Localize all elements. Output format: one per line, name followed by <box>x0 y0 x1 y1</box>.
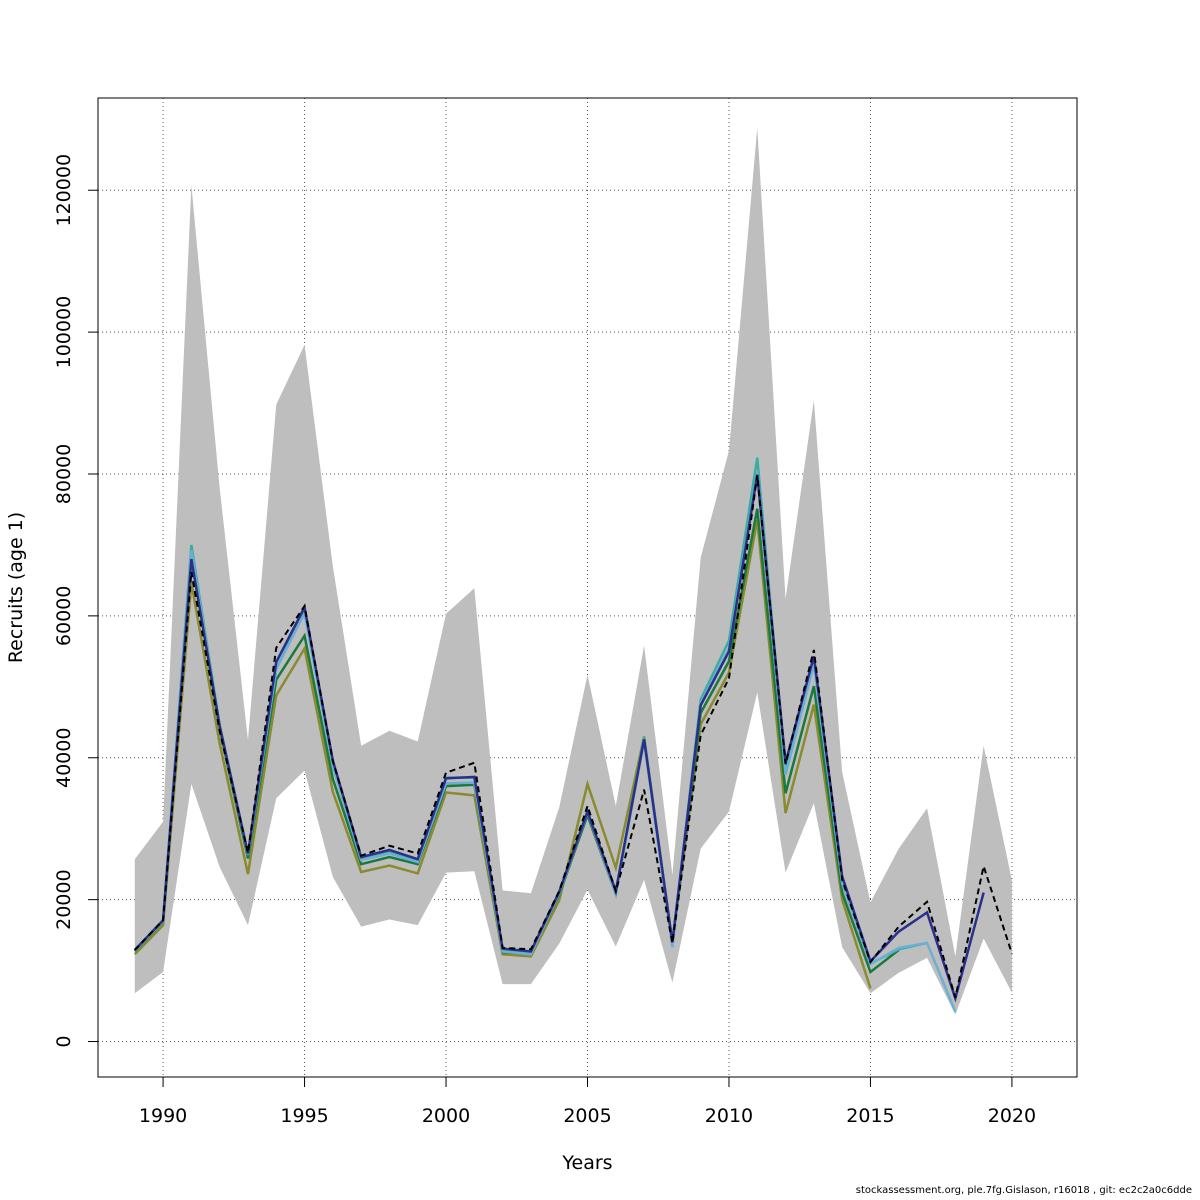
y-tick-label: 60000 <box>53 586 75 646</box>
x-tick-label: 2010 <box>705 1105 753 1127</box>
x-tick-label: 2005 <box>563 1105 611 1127</box>
y-axis: 0 20000 40000 60000 80000 100000 120000 <box>53 154 99 1048</box>
y-tick-label: 0 <box>53 1035 75 1047</box>
confidence-band-layer <box>134 127 1012 1015</box>
x-axis-title: Years <box>561 1152 612 1174</box>
footer-credit: stockassessment.org, ple.7fg.Gislason, r… <box>855 1185 1192 1196</box>
x-tick-label: 2020 <box>988 1105 1036 1127</box>
series-line <box>133 519 872 989</box>
confidence-band <box>134 127 1012 1015</box>
y-tick-label: 100000 <box>53 296 75 369</box>
y-tick-label: 120000 <box>53 154 75 227</box>
x-tick-label: 2015 <box>846 1105 894 1127</box>
series-line <box>134 475 1013 998</box>
y-tick-label: 40000 <box>53 728 75 788</box>
series-layer <box>133 457 1013 1013</box>
y-tick-label: 20000 <box>53 869 75 929</box>
y-tick-label: 80000 <box>53 444 75 504</box>
x-tick-label: 1990 <box>139 1105 187 1127</box>
x-tick-label: 2000 <box>422 1105 470 1127</box>
x-tick-label: 1995 <box>280 1105 328 1127</box>
x-axis: 1990 1995 2000 2005 2010 2015 2020 <box>139 1076 1036 1127</box>
y-axis-title: Recruits (age 1) <box>5 512 27 663</box>
